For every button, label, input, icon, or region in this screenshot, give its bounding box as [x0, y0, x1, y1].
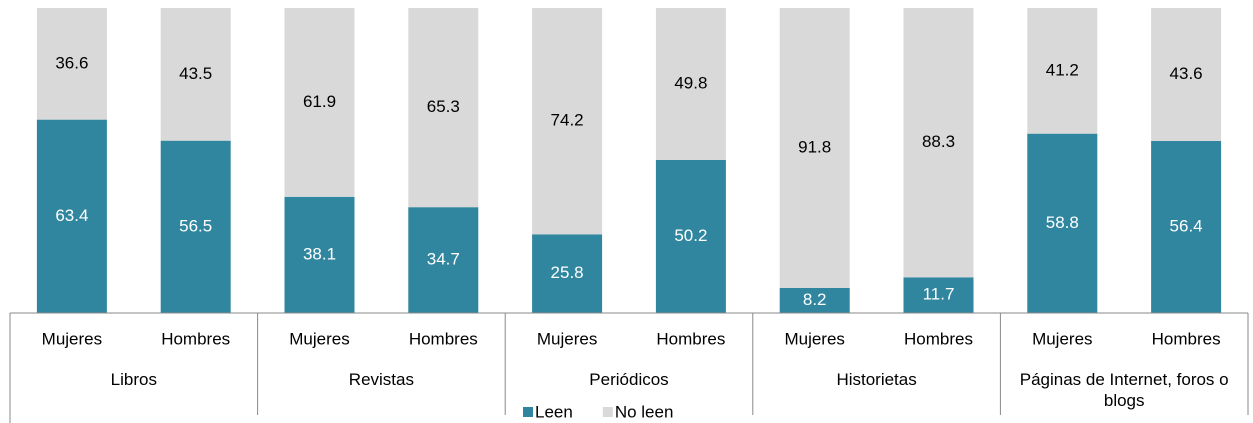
- group-label: Historietas: [836, 370, 917, 389]
- data-label: 43.5: [179, 64, 212, 83]
- data-label: 88.3: [922, 132, 955, 151]
- bar-segment: [284, 8, 355, 197]
- x-tick-label: Mujeres: [289, 329, 349, 348]
- bar-segment: [1151, 8, 1222, 141]
- bar-segment: [284, 196, 355, 313]
- bar-segment: [903, 277, 974, 313]
- bar-segment: [779, 8, 850, 288]
- bar-segment: [160, 140, 231, 313]
- bar-segment: [532, 8, 603, 235]
- data-label: 41.2: [1046, 60, 1079, 79]
- data-label: 49.8: [674, 73, 707, 92]
- legend-swatch: [602, 407, 613, 417]
- x-tick-label: Hombres: [409, 329, 478, 348]
- bar-segment: [1151, 140, 1222, 313]
- x-tick-label: Hombres: [161, 329, 230, 348]
- data-label: 56.4: [1170, 216, 1203, 235]
- x-tick-label: Hombres: [1152, 329, 1221, 348]
- bar-segment: [655, 159, 726, 313]
- bar-segment: [408, 8, 479, 208]
- bar-segment: [1027, 133, 1098, 313]
- legend-label: No leen: [615, 402, 674, 421]
- data-label: 74.2: [551, 111, 584, 130]
- bar-segment: [36, 119, 107, 313]
- data-label: 63.4: [55, 206, 88, 225]
- bar-segment: [655, 8, 726, 160]
- bar-segment: [36, 8, 107, 120]
- data-label: 8.2: [803, 290, 827, 309]
- data-label: 36.6: [55, 53, 88, 72]
- group-label: Libros: [110, 370, 157, 389]
- data-label: 43.6: [1170, 64, 1203, 83]
- data-label: 50.2: [674, 226, 707, 245]
- data-label: 56.5: [179, 216, 212, 235]
- data-label: 58.8: [1046, 213, 1079, 232]
- data-label: 25.8: [551, 263, 584, 282]
- data-label: 38.1: [303, 244, 336, 263]
- x-tick-label: Hombres: [656, 329, 725, 348]
- data-label: 65.3: [427, 97, 460, 116]
- x-tick-label: Mujeres: [42, 329, 102, 348]
- bar-segment: [408, 207, 479, 313]
- bar-segment: [532, 234, 603, 313]
- x-tick-label: Mujeres: [784, 329, 844, 348]
- group-label: Páginas de Internet, foros o blogs: [1019, 370, 1229, 410]
- bar-segment: [160, 8, 231, 141]
- x-tick-label: Mujeres: [1032, 329, 1092, 348]
- x-tick-label: Hombres: [904, 329, 973, 348]
- data-label: 61.9: [303, 92, 336, 111]
- x-tick-label: Mujeres: [537, 329, 597, 348]
- legend-label: Leen: [535, 402, 573, 421]
- bar-segment: [1027, 8, 1098, 134]
- bar-segment: [903, 8, 974, 278]
- legend-swatch: [523, 407, 533, 417]
- group-label: Periódicos: [589, 370, 669, 389]
- data-label: 11.7: [923, 285, 955, 304]
- bar-segment: [779, 287, 850, 313]
- data-label: 34.7: [427, 250, 460, 269]
- group-label: Revistas: [348, 370, 414, 389]
- data-label: 91.8: [798, 137, 831, 156]
